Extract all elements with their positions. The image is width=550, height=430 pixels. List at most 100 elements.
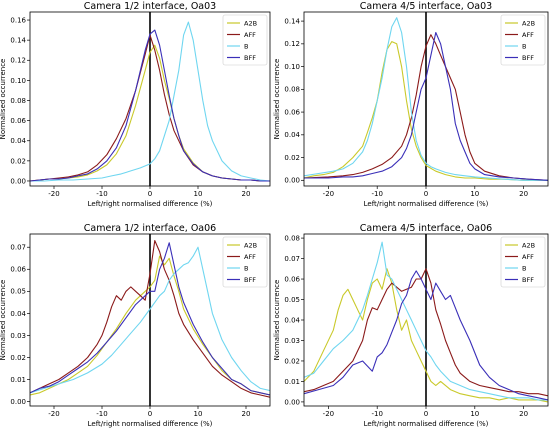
legend-label-b: B (244, 264, 248, 272)
legend-label-aff: AFF (522, 253, 534, 261)
x-axis-label: Left/right normalised difference (%) (364, 200, 489, 208)
chart-title: Camera 4/5 interface, Oa03 (360, 1, 492, 12)
y-tick-label: 0.02 (10, 354, 26, 362)
x-tick-label: 20 (242, 190, 251, 198)
y-tick-label: 0.03 (10, 332, 26, 340)
x-tick-label: 0 (148, 410, 152, 418)
legend: A2B AFF B BFF (222, 14, 268, 66)
y-tick-label: 0.10 (10, 77, 26, 85)
y-tick-label: 0.00 (284, 398, 300, 406)
legend-label-a2b: A2B (244, 19, 257, 27)
y-tick-label: 0.04 (284, 131, 300, 139)
series-line-bff (30, 242, 270, 396)
y-tick-label: 0.02 (10, 157, 26, 165)
y-tick-label: 0.14 (10, 37, 26, 45)
y-tick-label: 0.00 (284, 177, 300, 185)
series-line-aff (304, 268, 548, 397)
series-line-b (304, 17, 548, 181)
x-tick-label: -10 (371, 410, 382, 418)
y-tick-label: 0.03 (284, 337, 300, 345)
x-tick-label: -10 (96, 410, 107, 418)
y-tick-label: 0.00 (10, 398, 26, 406)
y-tick-label: 0.01 (10, 376, 26, 384)
x-tick-label: 20 (519, 190, 528, 198)
legend-label-aff: AFF (244, 31, 256, 39)
legend-label-a2b: A2B (522, 241, 535, 249)
y-tick-label: 0.12 (284, 40, 300, 48)
legend-label-a2b: A2B (522, 19, 535, 27)
legend-box (500, 14, 546, 66)
series-line-a2b (304, 268, 548, 403)
x-tick-label: 20 (519, 410, 528, 418)
legend-box (222, 14, 268, 66)
series-line-b (304, 241, 548, 401)
x-tick-label: -20 (48, 410, 59, 418)
series-line-a2b (304, 41, 548, 181)
x-tick-label: -20 (323, 410, 334, 418)
legend-label-bff: BFF (522, 276, 534, 284)
x-tick-label: 10 (470, 190, 479, 198)
y-tick-label: 0.02 (284, 154, 300, 162)
series-line-bff (304, 31, 548, 181)
legend-label-b: B (244, 42, 248, 50)
legend-label-aff: AFF (244, 253, 256, 261)
y-tick-label: 0.08 (10, 97, 26, 105)
legend-label-bff: BFF (244, 54, 256, 62)
chart-title: Camera 1/2 interface, Oa06 (84, 223, 216, 234)
y-tick-label: 0.04 (10, 137, 26, 145)
legend-label-b: B (522, 264, 526, 272)
y-axis-label: Normalised occurrence (0, 59, 7, 140)
y-tick-label: 0.14 (284, 17, 300, 25)
y-tick-label: 0.05 (10, 288, 26, 296)
panel-camera12-oa06: Camera 1/2 interface, Oa06 -20 -10 0 10 20 0.0… (0, 223, 271, 428)
x-tick-label: 10 (470, 410, 479, 418)
y-tick-label: 0.05 (284, 296, 300, 304)
y-tick-label: 0.08 (284, 234, 300, 242)
series-line-a2b (30, 255, 270, 396)
x-tick-label: 20 (242, 410, 251, 418)
y-tick-label: 0.12 (10, 57, 26, 65)
x-tick-label: 10 (194, 410, 203, 418)
legend-label-aff: AFF (522, 31, 534, 39)
legend-label-a2b: A2B (244, 241, 257, 249)
x-tick-label: 0 (424, 410, 428, 418)
y-tick-label: 0.06 (10, 117, 26, 125)
legend-box (500, 236, 546, 288)
y-tick-label: 0.06 (10, 266, 26, 274)
legend-label-bff: BFF (244, 276, 256, 284)
y-tick-label: 0.07 (10, 244, 26, 252)
y-tick-label: 0.08 (284, 86, 300, 94)
x-tick-label: -10 (371, 190, 382, 198)
series-line-b (30, 246, 270, 394)
y-tick-label: 0.04 (284, 316, 300, 324)
chart-title: Camera 4/5 interface, Oa06 (360, 223, 492, 234)
panel-camera45-oa06: Camera 4/5 interface, Oa06 -20 -10 0 10 20 0.0… (273, 223, 549, 428)
legend-label-bff: BFF (522, 54, 534, 62)
y-tick-label: 0.01 (284, 378, 300, 386)
chart-title: Camera 1/2 interface, Oa03 (84, 1, 216, 12)
panel-camera12-oa03: Camera 1/2 interface, Oa03 -20 -10 0 10 20 0.0… (0, 1, 271, 208)
panel-camera45-oa03: Camera 4/5 interface, Oa03 -20 -10 0 10 20 0.0… (273, 1, 549, 208)
series-line-bff (30, 29, 270, 182)
x-axis-label: Left/right normalised difference (%) (364, 420, 489, 428)
x-tick-label: 10 (194, 190, 203, 198)
y-axis-label: Normalised occurrence (273, 280, 281, 361)
y-tick-label: 0.00 (10, 177, 26, 185)
y-tick-label: 0.02 (284, 357, 300, 365)
x-tick-label: -20 (48, 190, 59, 198)
x-tick-label: -20 (323, 190, 334, 198)
legend-box (222, 236, 268, 288)
x-tick-label: -10 (96, 190, 107, 198)
series-line-aff (30, 240, 270, 398)
y-tick-label: 0.10 (284, 63, 300, 71)
x-axis-label: Left/right normalised difference (%) (88, 420, 213, 428)
legend: A2B AFF B BFF (222, 236, 268, 288)
series-line-aff (304, 34, 548, 181)
y-axis-label: Normalised occurrence (273, 59, 281, 140)
y-tick-label: 0.07 (284, 255, 300, 263)
y-tick-label: 0.16 (10, 16, 26, 24)
legend: A2B AFF B BFF (500, 236, 546, 288)
x-axis-label: Left/right normalised difference (%) (88, 200, 213, 208)
y-tick-label: 0.06 (284, 108, 300, 116)
